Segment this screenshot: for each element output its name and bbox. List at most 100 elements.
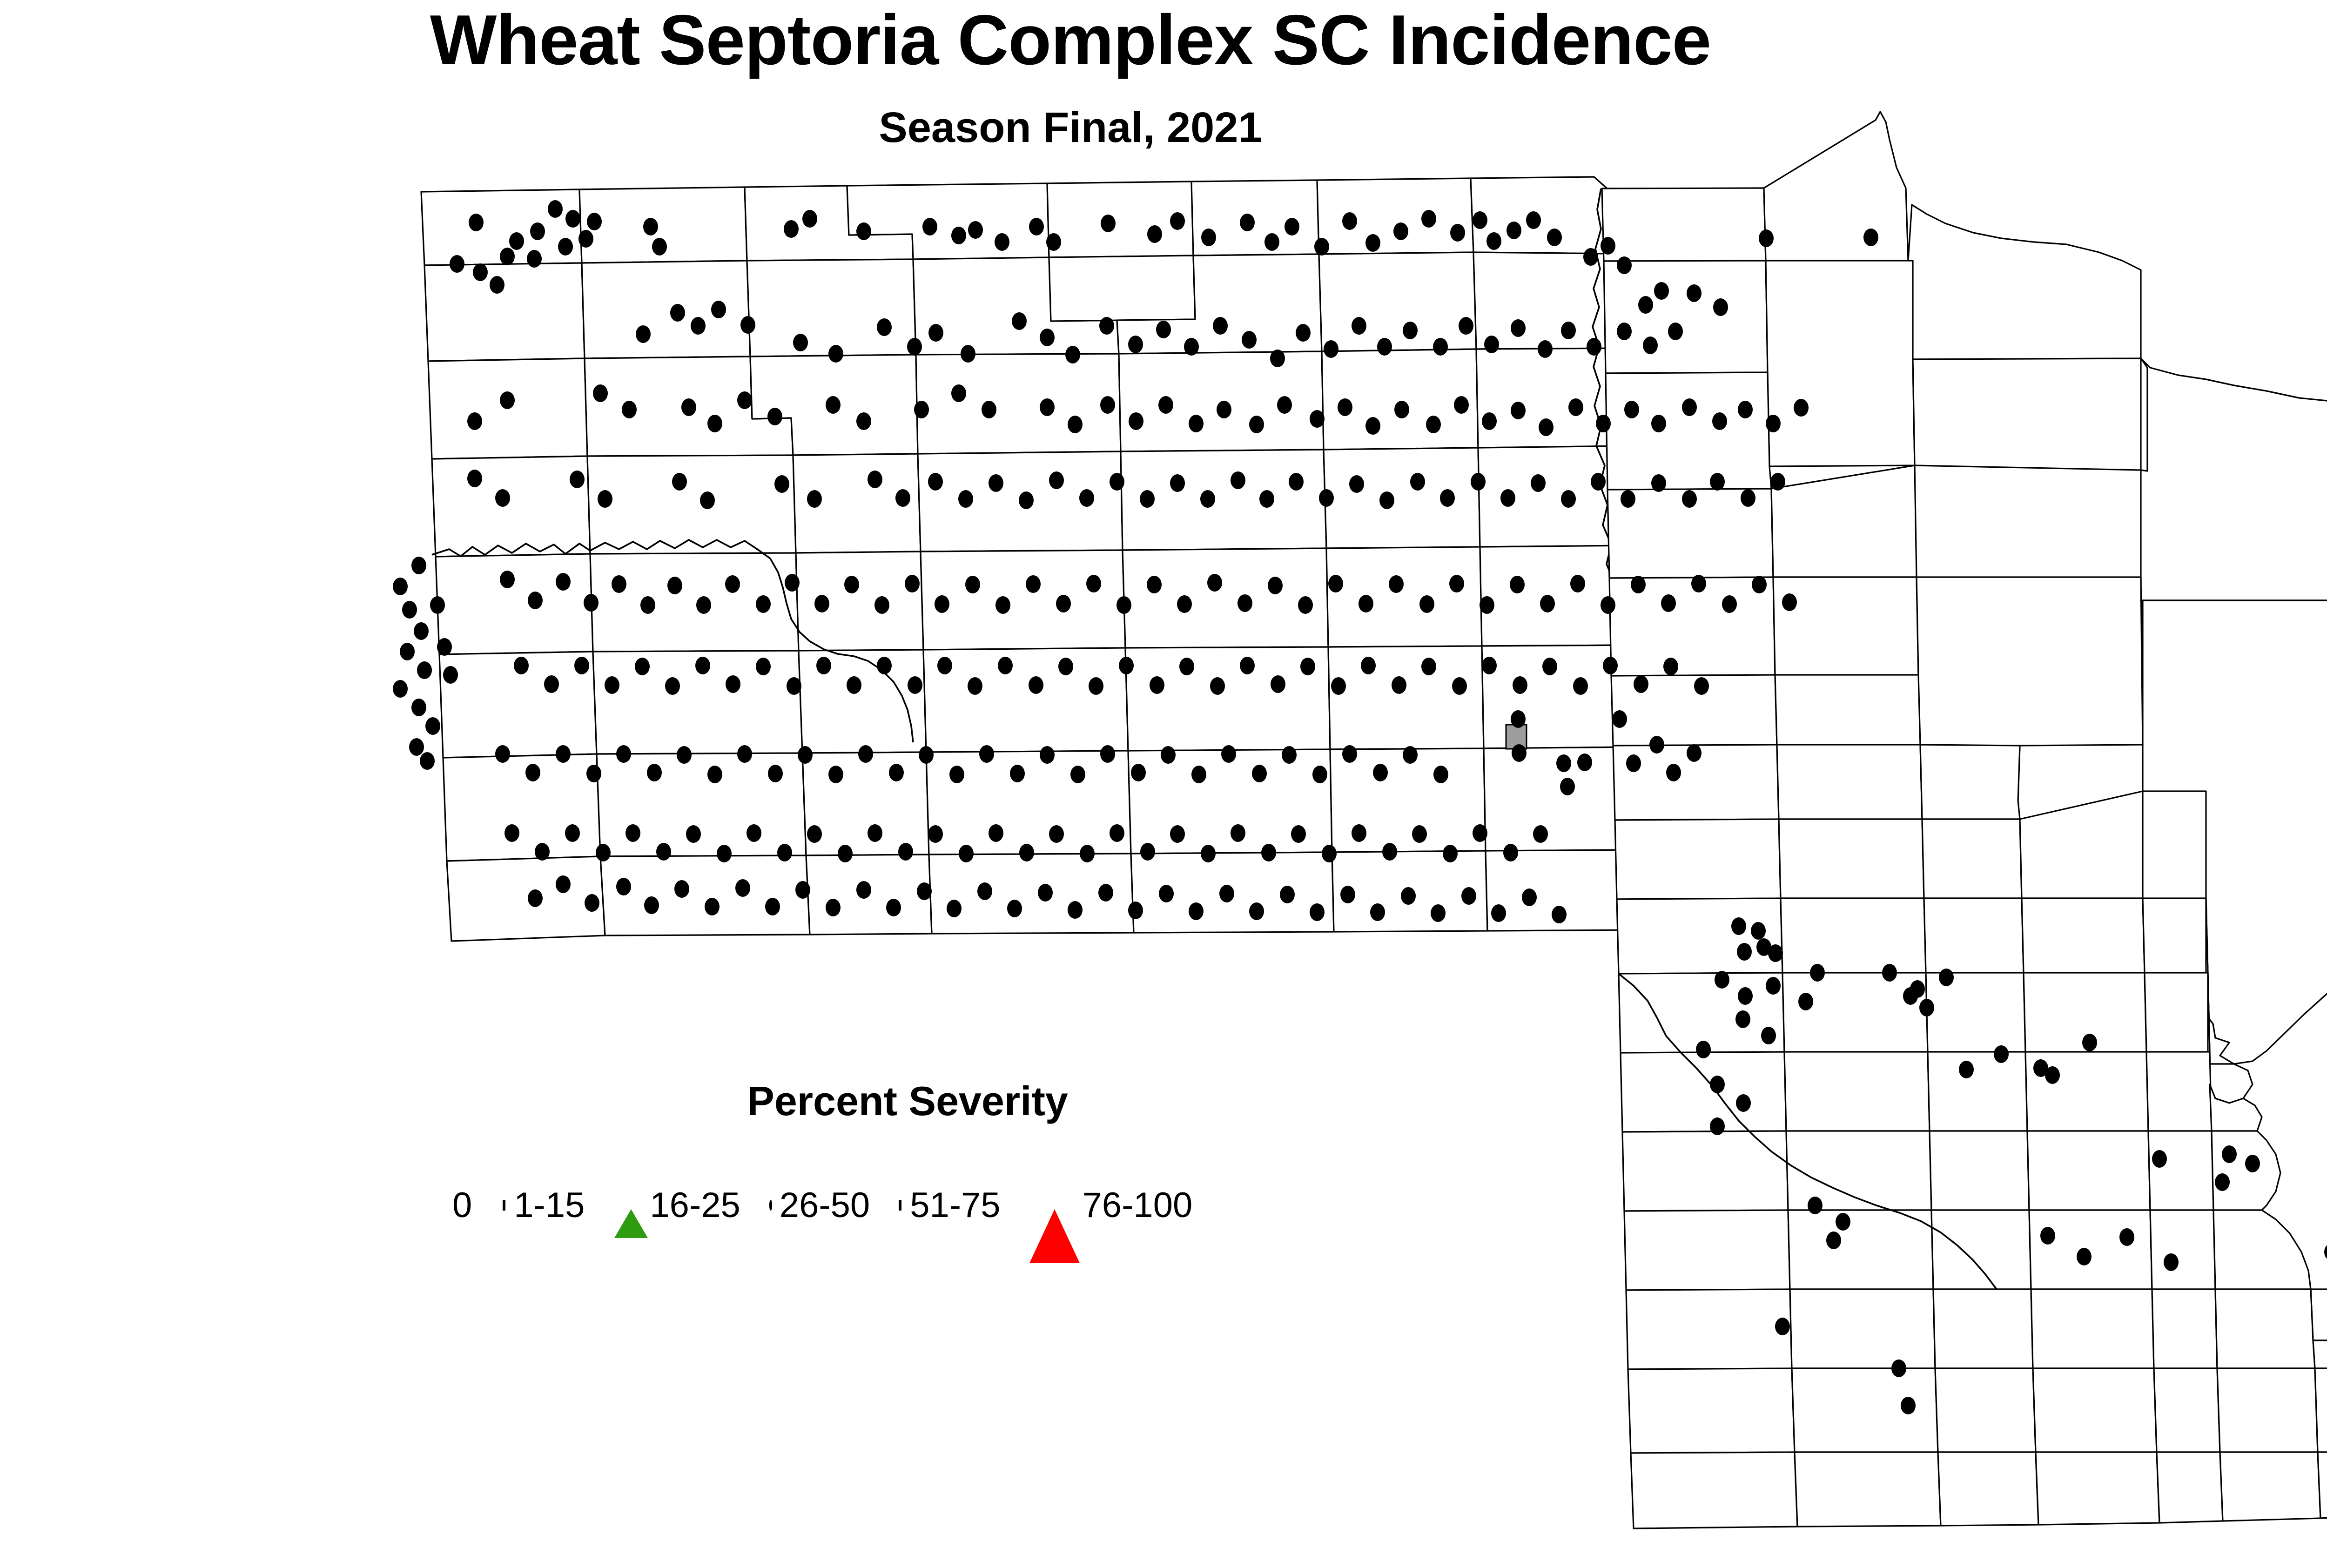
observation-point bbox=[500, 248, 515, 265]
observation-point bbox=[1421, 210, 1436, 228]
blue-circle-icon bbox=[769, 1200, 772, 1211]
observation-point bbox=[1282, 746, 1297, 764]
observation-point bbox=[1631, 576, 1646, 593]
observation-point bbox=[622, 401, 637, 418]
observation-point bbox=[737, 391, 752, 409]
missouri-river bbox=[431, 538, 914, 743]
observation-point bbox=[1556, 754, 1571, 772]
observation-point bbox=[1682, 490, 1697, 508]
observation-point bbox=[1826, 1232, 1841, 1249]
observation-point bbox=[1361, 657, 1376, 674]
observation-point bbox=[1207, 574, 1222, 592]
observation-point bbox=[947, 900, 962, 917]
observation-point bbox=[1191, 766, 1206, 783]
observation-point bbox=[490, 276, 504, 294]
observation-point bbox=[1070, 766, 1085, 783]
observation-point bbox=[1538, 340, 1553, 358]
observation-point bbox=[908, 676, 922, 694]
observation-point bbox=[2033, 1059, 2048, 1077]
observation-point bbox=[1412, 825, 1427, 843]
observation-point bbox=[430, 596, 445, 614]
observation-point bbox=[1752, 576, 1767, 593]
observation-point bbox=[1617, 256, 1632, 274]
observation-point bbox=[1808, 1197, 1823, 1214]
observation-point bbox=[437, 638, 452, 656]
observation-point bbox=[725, 575, 740, 593]
observation-point bbox=[686, 825, 701, 843]
legend-item-0[interactable]: 0 bbox=[442, 1188, 472, 1223]
observation-point bbox=[1342, 212, 1357, 230]
observation-point bbox=[1179, 658, 1194, 675]
observation-point bbox=[1079, 489, 1094, 507]
observation-point bbox=[2222, 1145, 2237, 1163]
observation-point bbox=[951, 384, 966, 402]
observation-point bbox=[1310, 410, 1325, 428]
observation-point bbox=[1533, 825, 1548, 843]
observation-point bbox=[1486, 232, 1501, 250]
observation-point bbox=[1561, 322, 1576, 339]
observation-point bbox=[802, 210, 817, 228]
observation-point bbox=[1200, 490, 1215, 508]
observation-point bbox=[1731, 917, 1746, 935]
observation-point bbox=[1147, 576, 1162, 593]
observation-point bbox=[928, 473, 943, 491]
observation-point bbox=[935, 595, 949, 613]
observation-point bbox=[1237, 594, 1252, 612]
observation-point bbox=[979, 745, 994, 763]
observation-point bbox=[1314, 238, 1329, 256]
legend-item-4[interactable]: 51-75 bbox=[899, 1188, 1001, 1223]
observation-point bbox=[1587, 338, 1601, 356]
observation-point bbox=[914, 401, 929, 418]
legend-item-5[interactable]: 76-100 bbox=[1029, 1188, 1192, 1263]
figure-title: Wheat Septoria Complex SC Incidence bbox=[430, 0, 1711, 80]
observation-point bbox=[1128, 902, 1143, 919]
observation-point bbox=[1110, 824, 1124, 842]
observation-point bbox=[995, 233, 1009, 251]
observation-point bbox=[707, 766, 722, 783]
observation-point bbox=[1770, 473, 1785, 491]
observation-point bbox=[528, 592, 543, 609]
observation-point bbox=[968, 677, 982, 695]
observation-point bbox=[877, 318, 892, 336]
observation-point bbox=[2152, 1150, 2167, 1168]
observation-point bbox=[1349, 475, 1364, 493]
observation-point bbox=[1431, 904, 1446, 922]
observation-point bbox=[1101, 215, 1116, 232]
observation-point bbox=[1058, 658, 1073, 675]
observation-point bbox=[1782, 593, 1797, 611]
observation-point bbox=[616, 745, 631, 763]
observation-point bbox=[402, 601, 417, 619]
observation-point bbox=[1891, 1359, 1906, 1377]
observation-point bbox=[965, 576, 980, 593]
observation-point bbox=[2040, 1227, 2055, 1245]
legend-label-1: 1-15 bbox=[514, 1185, 585, 1225]
observation-point bbox=[1322, 845, 1337, 862]
observation-point bbox=[443, 666, 458, 684]
observation-point bbox=[1382, 843, 1397, 861]
observation-point bbox=[393, 578, 408, 595]
observation-point bbox=[495, 489, 510, 507]
observation-point bbox=[1189, 415, 1204, 432]
observation-point bbox=[565, 210, 580, 228]
legend-item-3[interactable]: 26-50 bbox=[769, 1188, 870, 1223]
observation-point bbox=[1794, 399, 1809, 417]
observation-point bbox=[1452, 677, 1467, 695]
observation-point bbox=[1994, 1045, 2009, 1063]
observation-point bbox=[1184, 338, 1199, 356]
legend-item-2[interactable]: 16-25 bbox=[614, 1188, 740, 1238]
observation-point bbox=[1046, 233, 1061, 251]
observation-point bbox=[1756, 938, 1771, 956]
observation-point bbox=[598, 490, 612, 508]
observation-point bbox=[922, 218, 937, 236]
legend-item-1[interactable]: 1-15 bbox=[503, 1188, 585, 1223]
observation-point bbox=[1340, 886, 1355, 903]
yellow-square-icon bbox=[899, 1200, 902, 1211]
observation-point bbox=[1643, 336, 1658, 354]
observation-point bbox=[586, 765, 601, 782]
observation-point bbox=[928, 825, 943, 843]
observation-point bbox=[1710, 473, 1725, 491]
observation-point bbox=[1661, 594, 1676, 612]
observation-point bbox=[1189, 902, 1204, 920]
observation-point bbox=[596, 844, 611, 861]
observation-point bbox=[1403, 322, 1418, 339]
